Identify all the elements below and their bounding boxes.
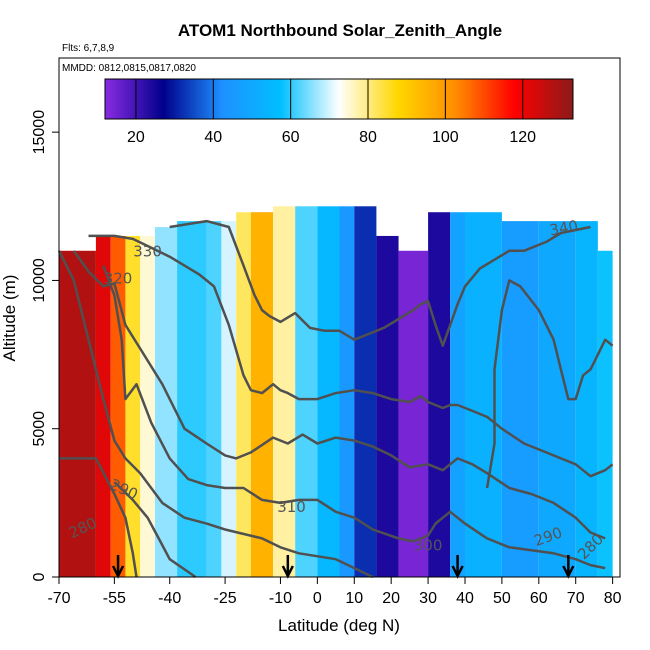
x-tick-label: -70 (47, 590, 70, 607)
heatmap-column (95, 235, 111, 577)
heatmap-column (154, 227, 178, 577)
heatmap-column (221, 221, 237, 577)
contour-label: 310 (277, 498, 306, 516)
contour-line-340 (169, 219, 591, 347)
colorbar-tick-label: 20 (127, 129, 145, 146)
heatmap-column (177, 221, 207, 577)
dates-label: MMDD: 0812,0815,0817,0820 (62, 63, 196, 74)
contour-line-300 (57, 250, 374, 579)
heatmap-column (59, 250, 96, 577)
contour-label: 330 (133, 243, 162, 261)
contour-lines (57, 219, 614, 579)
x-tick-label: 30 (419, 590, 437, 607)
contour-label: 300 (414, 536, 443, 554)
x-tick-label: 70 (567, 590, 585, 607)
heatmap-column (317, 206, 340, 578)
y-axis: 0 5000 10000 15000 (31, 110, 59, 581)
x-tick-label: 40 (456, 590, 474, 607)
x-tick-label: 20 (382, 590, 400, 607)
flights-label: Flts: 6,7,8,9 (62, 43, 115, 54)
colorbar-tick-label: 80 (359, 129, 377, 146)
heatmap-column (597, 250, 613, 577)
x-tick-label: 0 (313, 590, 322, 607)
x-tick-label: 10 (345, 590, 363, 607)
contour-line-280 (59, 457, 138, 578)
colorbar-tick-label: 120 (509, 129, 536, 146)
arrow-head (281, 565, 294, 579)
heatmap-cells (59, 206, 613, 578)
heatmap-column (250, 212, 274, 577)
x-axis: -70 -55 -40 -25 -10 0 10 20 30 40 50 60 70 80 (47, 577, 622, 607)
heatmap-column (236, 212, 251, 577)
heatmap-column (575, 221, 598, 577)
x-tick-label: 80 (604, 590, 622, 607)
contour-line-350 (485, 279, 614, 489)
x-tick-label: -25 (214, 590, 237, 607)
flight-arrows (111, 555, 575, 579)
contour-label: 320 (104, 269, 133, 287)
y-axis-label: Altitude (m) (0, 275, 19, 362)
colorbar-tick-label: 60 (282, 129, 300, 146)
x-tick-label: 50 (493, 590, 511, 607)
colorbar-tick-label: 40 (204, 129, 222, 146)
heatmap-column (125, 235, 141, 577)
heatmap-column (501, 221, 539, 577)
heatmap-column (376, 235, 399, 577)
contour-line-320 (72, 250, 606, 540)
arrow-head (562, 565, 575, 579)
y-tick-label: 0 (31, 572, 48, 581)
x-tick-label: -10 (269, 590, 292, 607)
y-tick-label: 15000 (31, 110, 48, 155)
colorbar (104, 78, 574, 120)
y-tick-label: 10000 (31, 258, 48, 303)
y-tick-label: 5000 (31, 411, 48, 447)
colorbar-ticks: 20 40 60 80 100 120 (127, 79, 536, 146)
x-tick-label: -55 (103, 590, 126, 607)
x-tick-label: 60 (530, 590, 548, 607)
heatmap-column (295, 206, 318, 578)
plot-frame (58, 57, 621, 578)
colorbar-tick-label: 100 (432, 129, 459, 146)
arrow-head (451, 565, 464, 579)
heatmap-column (398, 250, 429, 577)
contour-label: 340 (548, 217, 579, 240)
arrow-head (111, 565, 125, 579)
contour-line-290 (113, 481, 197, 579)
heatmap-column (428, 212, 451, 577)
contour-line-330 (88, 234, 614, 478)
contour-line-310 (102, 265, 606, 570)
chart-title: ATOM1 Northbound Solar_Zenith_Angle (178, 21, 502, 40)
x-axis-label: Latitude (deg N) (278, 616, 400, 635)
heatmap-column (450, 212, 465, 577)
heatmap-column (140, 235, 155, 577)
x-tick-label: -40 (158, 590, 181, 607)
